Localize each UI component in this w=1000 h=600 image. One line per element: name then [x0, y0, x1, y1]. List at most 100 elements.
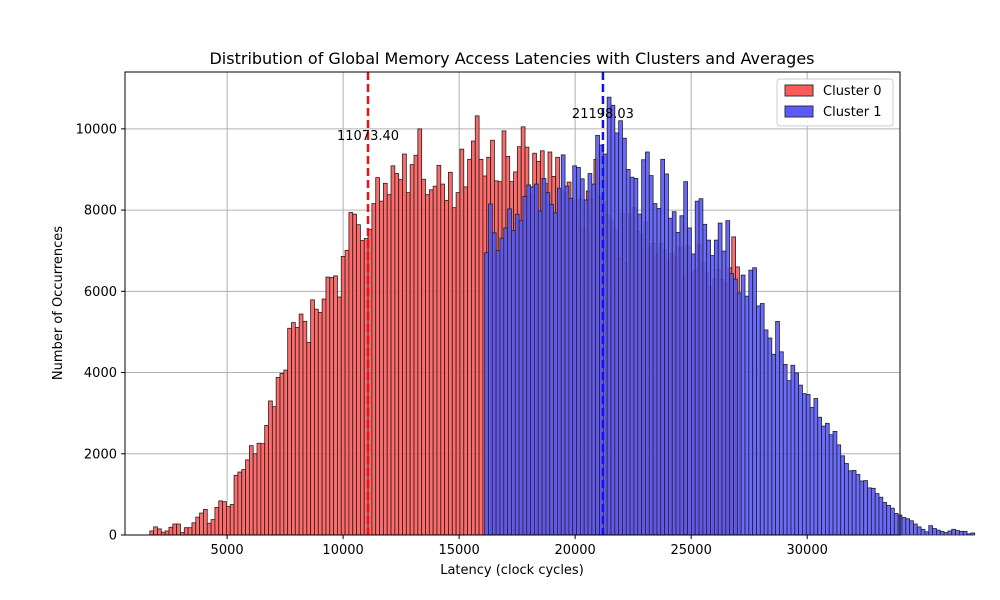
- legend-swatch-cluster-0: [784, 84, 814, 97]
- histogram-bar: [507, 208, 512, 536]
- histogram-bar: [629, 176, 635, 536]
- histogram-bar: [916, 526, 922, 536]
- histogram-bar: [379, 200, 384, 536]
- histogram-bar: [652, 203, 658, 536]
- histogram-bar: [534, 183, 539, 536]
- average-annotations: 11073.40 21198.03: [337, 107, 634, 144]
- histogram-bar: [890, 507, 895, 536]
- y-tick-label: 2000: [84, 447, 117, 462]
- histogram-bar: [805, 394, 811, 536]
- histogram-bar: [759, 303, 765, 536]
- histogram-bar: [176, 523, 181, 536]
- histogram-bar: [268, 400, 273, 536]
- histogram-bar: [583, 199, 589, 536]
- histogram-bar: [790, 364, 796, 536]
- histogram-bar: [275, 377, 281, 536]
- histogram-bar: [252, 453, 258, 536]
- histogram-bar: [187, 527, 193, 536]
- histogram-bar: [440, 183, 446, 536]
- histogram-bar: [245, 459, 250, 536]
- histogram-bar: [821, 425, 826, 536]
- histogram-bar: [340, 255, 346, 536]
- x-axis-ticks: 5000 10000 15000 20000 25000 30000: [211, 535, 828, 558]
- histogram-bar: [698, 198, 704, 536]
- histogram-bar: [767, 337, 773, 536]
- histogram-bar: [314, 308, 319, 536]
- histogram-bar: [229, 504, 235, 536]
- histogram-bar: [495, 250, 501, 536]
- histogram-bar: [522, 195, 528, 536]
- histogram-bar: [199, 512, 204, 536]
- histogram-bar: [874, 493, 880, 536]
- histogram-bar: [733, 278, 738, 536]
- histogram-bar: [622, 137, 627, 536]
- histogram-bar: [878, 496, 884, 536]
- histogram-bar: [294, 327, 300, 536]
- histogram-bar: [851, 470, 857, 536]
- histogram-bar: [386, 194, 392, 536]
- histogram-bar: [844, 463, 849, 536]
- histogram-bar: [901, 517, 907, 536]
- histogram-bar: [702, 223, 708, 536]
- histogram-bar: [847, 470, 853, 536]
- chart-title: Distribution of Global Memory Access Lat…: [209, 49, 814, 68]
- histogram-bar: [782, 364, 788, 536]
- histogram-bar: [576, 167, 581, 536]
- histogram-bar: [417, 128, 423, 536]
- histogram-bar: [802, 393, 807, 536]
- histogram-bar: [360, 240, 365, 536]
- histogram-bar: [656, 208, 662, 536]
- histogram-bar: [855, 474, 861, 536]
- legend-label-cluster-0: Cluster 0: [823, 84, 882, 99]
- histogram-bar: [499, 237, 505, 536]
- histogram-bar: [172, 523, 178, 536]
- histogram-bar: [467, 158, 472, 536]
- x-tick-label: 10000: [322, 543, 363, 558]
- histogram-bar: [671, 211, 677, 536]
- average-label: 11073.40: [337, 129, 399, 144]
- histogram-bar: [867, 487, 872, 536]
- histogram-bar: [352, 213, 357, 536]
- histogram-bar: [149, 530, 155, 536]
- histogram-bar: [748, 269, 754, 536]
- histogram-bar: [382, 182, 388, 536]
- histogram-bar: [859, 480, 865, 536]
- histogram-bar: [556, 187, 562, 536]
- histogram-bar: [317, 312, 323, 536]
- histogram-bar: [459, 148, 465, 536]
- histogram-bar: [675, 232, 681, 536]
- histogram-bar: [920, 528, 926, 536]
- histogram-bar: [287, 327, 292, 536]
- histogram-bar: [618, 120, 623, 536]
- legend-swatch-cluster-1: [784, 105, 814, 118]
- histogram-bar: [825, 422, 830, 536]
- histogram-bar: [905, 518, 911, 536]
- histogram-bar: [306, 342, 312, 536]
- histogram-bar: [405, 192, 411, 536]
- histogram-bar: [614, 132, 620, 536]
- y-tick-label: 6000: [84, 285, 117, 300]
- histogram-bar: [606, 96, 612, 536]
- histogram-bar: [729, 273, 734, 536]
- histogram-bar: [530, 186, 535, 536]
- histogram-bar: [687, 227, 692, 536]
- histogram-bar: [813, 398, 819, 536]
- histogram-bar: [549, 204, 554, 536]
- histogram-bar: [448, 171, 453, 536]
- histogram-bar: [291, 322, 296, 536]
- histogram-bar: [690, 253, 696, 536]
- histogram-bar: [752, 267, 757, 536]
- histogram-bar: [348, 212, 354, 536]
- histogram-bar: [183, 527, 189, 536]
- histogram-bar: [564, 185, 570, 536]
- histogram-bar: [756, 305, 761, 536]
- histogram-bar: [428, 189, 434, 536]
- histogram-bar: [625, 169, 631, 536]
- histogram-bar: [514, 213, 520, 536]
- histogram-bar: [893, 513, 899, 536]
- histogram-bar: [425, 194, 430, 536]
- histogram-bar: [367, 229, 373, 536]
- histogram-bar: [591, 183, 597, 536]
- histogram-bar: [645, 151, 650, 536]
